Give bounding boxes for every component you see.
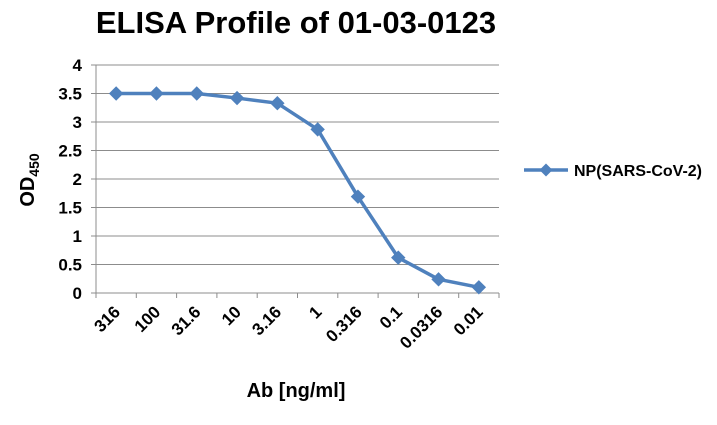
x-tick-label: 0.1: [376, 302, 406, 332]
series-layer: [108, 86, 487, 295]
legend-marker-sample: [539, 163, 553, 177]
y-axis-label-subscript: 450: [26, 153, 42, 177]
data-point-marker: [431, 272, 446, 287]
x-tick-label: 10: [218, 302, 245, 329]
legend: NP(SARS-CoV-2): [524, 163, 702, 180]
data-point-marker: [189, 86, 204, 101]
y-tick-label: 0: [73, 284, 82, 303]
y-tick-label: 1: [73, 227, 82, 246]
x-tick-label: 100: [131, 302, 164, 335]
y-axis-label: OD450: [17, 153, 42, 207]
x-tick-label: 316: [90, 302, 123, 335]
x-tick-label: 31.6: [168, 302, 205, 339]
y-tick-label: 2: [73, 170, 82, 189]
x-tick-label: 0.0316: [396, 302, 446, 352]
data-point-marker: [108, 86, 124, 101]
chart-title: ELISA Profile of 01-03-0123: [96, 5, 496, 40]
series-line: [116, 91, 480, 290]
y-tick-label: 3.5: [58, 85, 82, 104]
data-point-marker: [471, 280, 487, 295]
data-point-marker: [229, 90, 245, 106]
data-point-marker: [310, 122, 325, 137]
x-axis-label: Ab [ng/ml]: [247, 380, 346, 402]
y-axis-label-main: OD: [17, 177, 39, 207]
y-tick-label: 3: [73, 113, 82, 132]
y-tick-label: 2.5: [58, 142, 82, 161]
x-tick-label: 0.316: [322, 302, 366, 346]
y-tick-label: 1.5: [58, 199, 82, 218]
axes: [91, 64, 500, 298]
data-point-marker: [391, 250, 406, 265]
data-point-marker: [149, 86, 164, 101]
x-tick-label: 0.01: [450, 302, 487, 339]
x-tick-label: 1: [305, 302, 325, 322]
data-point-marker: [270, 95, 285, 111]
legend-label: NP(SARS-CoV-2): [574, 163, 702, 180]
y-tick-labels: 0 0.5 1 1.5 2 2.5 3 3.5 4: [58, 56, 82, 303]
x-tick-labels: 316 100 31.6 10 3.16 10.316 0.10.0316 0.01: [90, 302, 486, 352]
data-point-marker: [350, 189, 366, 204]
x-tick-label: 3.16: [248, 302, 285, 339]
y-tick-label: 4: [73, 56, 83, 75]
y-tick-label: 0.5: [58, 256, 82, 275]
